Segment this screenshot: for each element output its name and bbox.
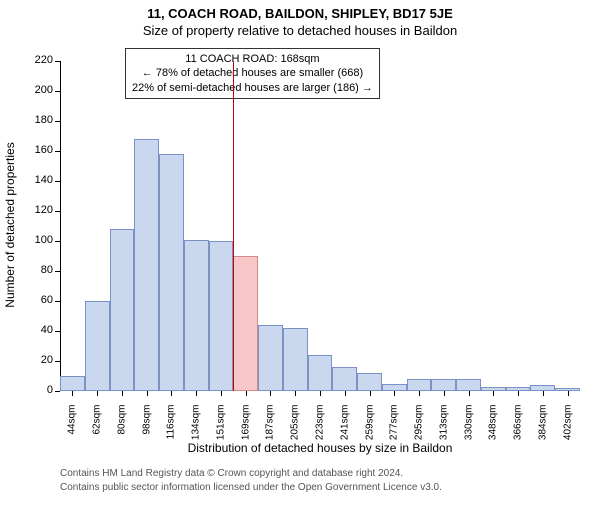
y-tick-label: 120 [25, 204, 53, 216]
chart-plot-area: 02040608010012014016018020022044sqm62sqm… [60, 61, 580, 391]
x-tick-label: 241sqm [339, 405, 350, 445]
y-tick [55, 271, 60, 272]
reference-line [233, 61, 234, 391]
y-tick [55, 61, 60, 62]
y-tick-label: 60 [25, 294, 53, 306]
x-tick-label: 80sqm [116, 405, 127, 445]
y-tick [55, 91, 60, 92]
histogram-bar [357, 373, 382, 391]
x-tick-label: 98sqm [141, 405, 152, 445]
y-tick [55, 361, 60, 362]
histogram-bar [407, 379, 432, 391]
x-tick [97, 391, 98, 396]
footer-line2: Contains public sector information licen… [60, 482, 442, 493]
x-tick [419, 391, 420, 396]
y-tick-label: 160 [25, 144, 53, 156]
x-tick [320, 391, 321, 396]
x-tick [72, 391, 73, 396]
y-tick-label: 220 [25, 54, 53, 66]
y-axis-line [60, 61, 61, 391]
y-tick-label: 180 [25, 114, 53, 126]
histogram-bar [85, 301, 110, 391]
x-tick-label: 44sqm [67, 405, 78, 445]
x-tick [147, 391, 148, 396]
histogram-bar [382, 384, 407, 392]
y-tick-label: 40 [25, 324, 53, 336]
x-tick-label: 277sqm [389, 405, 400, 445]
x-tick [568, 391, 569, 396]
y-tick [55, 151, 60, 152]
x-tick-label: 116sqm [166, 405, 177, 445]
x-tick [270, 391, 271, 396]
histogram-bar [233, 256, 258, 391]
footer-line1: Contains HM Land Registry data © Crown c… [60, 468, 403, 479]
x-tick [370, 391, 371, 396]
x-tick [469, 391, 470, 396]
histogram-bar [431, 379, 456, 391]
x-tick-label: 151sqm [215, 405, 226, 445]
histogram-bar [184, 240, 209, 392]
x-tick-label: 205sqm [290, 405, 301, 445]
x-tick [196, 391, 197, 396]
x-tick [493, 391, 494, 396]
y-axis-label: Number of detached properties [3, 125, 17, 325]
histogram-bar [60, 376, 85, 391]
x-tick [444, 391, 445, 396]
y-tick [55, 181, 60, 182]
histogram-bar [159, 154, 184, 391]
y-tick-label: 140 [25, 174, 53, 186]
x-tick [394, 391, 395, 396]
histogram-bar [209, 241, 234, 391]
x-tick-label: 295sqm [414, 405, 425, 445]
x-tick-label: 169sqm [240, 405, 251, 445]
histogram-bar [134, 139, 159, 391]
x-tick [518, 391, 519, 396]
histogram-bar [456, 379, 481, 391]
x-tick-label: 384sqm [537, 405, 548, 445]
y-tick-label: 100 [25, 234, 53, 246]
x-tick [171, 391, 172, 396]
histogram-bar [308, 355, 333, 391]
y-tick-label: 20 [25, 354, 53, 366]
histogram-bar [283, 328, 308, 391]
x-tick [221, 391, 222, 396]
x-tick-label: 187sqm [265, 405, 276, 445]
y-tick [55, 391, 60, 392]
histogram-bar [110, 229, 135, 391]
x-tick-label: 223sqm [315, 405, 326, 445]
y-tick [55, 331, 60, 332]
x-tick [295, 391, 296, 396]
x-tick-label: 366sqm [513, 405, 524, 445]
y-tick-label: 80 [25, 264, 53, 276]
y-tick-label: 0 [25, 384, 53, 396]
x-tick [543, 391, 544, 396]
x-tick-label: 330sqm [463, 405, 474, 445]
x-tick-label: 134sqm [191, 405, 202, 445]
y-tick-label: 200 [25, 84, 53, 96]
chart-title: 11, COACH ROAD, BAILDON, SHIPLEY, BD17 5… [0, 6, 600, 21]
x-tick [122, 391, 123, 396]
x-tick-label: 259sqm [364, 405, 375, 445]
chart-subtitle: Size of property relative to detached ho… [0, 23, 600, 38]
x-tick-label: 313sqm [438, 405, 449, 445]
histogram-bar [332, 367, 357, 391]
y-tick [55, 241, 60, 242]
x-tick-label: 348sqm [488, 405, 499, 445]
y-tick [55, 301, 60, 302]
x-tick-label: 62sqm [92, 405, 103, 445]
histogram-bar [258, 325, 283, 391]
x-tick [345, 391, 346, 396]
y-tick [55, 211, 60, 212]
x-axis-label: Distribution of detached houses by size … [60, 441, 580, 455]
y-tick [55, 121, 60, 122]
x-tick-label: 402sqm [562, 405, 573, 445]
x-tick [246, 391, 247, 396]
